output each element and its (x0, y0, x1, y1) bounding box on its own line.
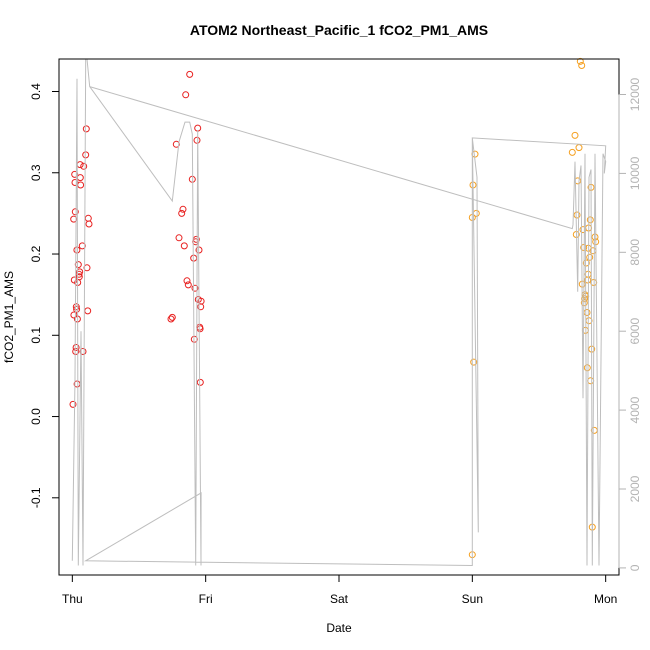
x-tick-label: Mon (594, 592, 617, 606)
data-point (470, 358, 478, 366)
data-point (85, 220, 93, 228)
y-tick-label: 0.4 (29, 83, 43, 100)
data-point (580, 244, 588, 251)
y2-tick-label: 6000 (628, 318, 642, 345)
data-point (183, 277, 191, 285)
y-axis-label: fCO2_PM1_AMS (2, 271, 16, 363)
data-point (70, 311, 78, 319)
x-tick-label: Sat (330, 592, 349, 606)
data-point (69, 400, 77, 408)
data-point (583, 364, 591, 372)
data-point (172, 140, 180, 148)
data-point (75, 273, 83, 281)
data-point (72, 303, 80, 311)
data-point (182, 91, 190, 99)
data-point (175, 234, 183, 242)
data-point (586, 216, 594, 224)
data-point (197, 297, 205, 305)
x-axis: Thu Fri Sat Sun Mon (62, 574, 617, 606)
data-point (71, 179, 79, 186)
data-point (578, 62, 586, 69)
data-point (83, 264, 91, 272)
data-point (582, 259, 590, 267)
x-tick-label: Thu (62, 592, 83, 606)
data-point (568, 148, 576, 156)
data-point (167, 315, 175, 323)
data-point (193, 136, 201, 144)
y2-tick-label: 8000 (628, 239, 642, 266)
data-point (179, 205, 187, 213)
y-tick-label: 0.3 (29, 164, 43, 181)
y-tick-label: 0.2 (29, 245, 43, 262)
data-point (184, 281, 192, 289)
y-axis-left: -0.1 0.0 0.1 0.2 0.3 0.4 (29, 83, 60, 508)
y-tick-label: 0.0 (29, 408, 43, 425)
data-point (72, 344, 80, 351)
chart-title: ATOM2 Northeast_Pacific_1 fCO2_PM1_AMS (190, 22, 488, 38)
data-point (573, 211, 581, 219)
data-point (591, 233, 599, 241)
data-point (178, 209, 186, 217)
data-point (73, 305, 81, 313)
data-point (78, 242, 86, 250)
x-tick-label: Sun (462, 592, 483, 606)
data-point (180, 242, 188, 250)
y2-tick-label: 2000 (628, 475, 642, 502)
data-point (571, 131, 579, 139)
data-point (196, 378, 204, 386)
data-point (576, 57, 584, 65)
x-axis-label: Date (326, 621, 352, 635)
data-point (79, 348, 87, 355)
data-point (586, 253, 594, 261)
data-point (80, 162, 88, 170)
data-point (76, 268, 84, 276)
data-point (70, 215, 78, 223)
y-tick-label: -0.1 (29, 487, 43, 508)
data-point (71, 208, 79, 216)
y2-tick-label: 10000 (628, 156, 642, 190)
data-point (191, 284, 199, 292)
data-point (168, 313, 176, 321)
x-tick-label: Fri (199, 592, 213, 606)
y-tick-label: 0.1 (29, 327, 43, 344)
data-point (73, 246, 81, 254)
y2-tick-label: 12000 (628, 77, 642, 111)
y-axis-right: 0 2000 4000 6000 8000 10000 12000 (618, 77, 642, 571)
data-point (82, 125, 90, 133)
y2-tick-label: 0 (628, 564, 642, 571)
data-point (186, 70, 194, 78)
y2-tick-label: 4000 (628, 396, 642, 423)
